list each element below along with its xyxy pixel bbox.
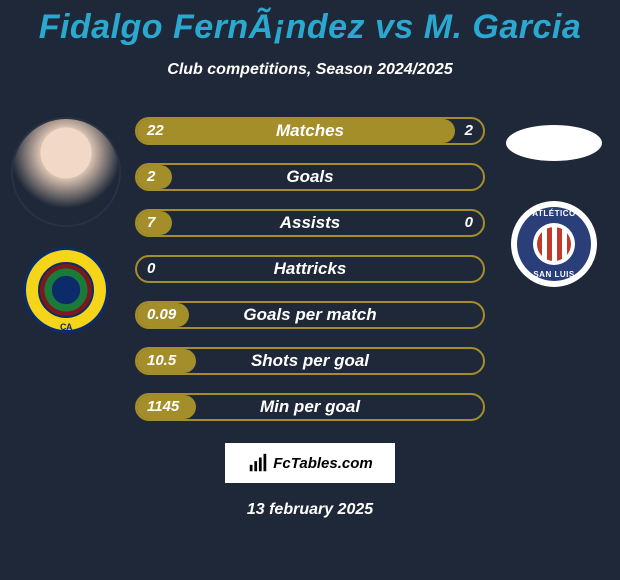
sanluis-text-top: ATLÉTICO: [511, 209, 597, 218]
stat-bars-container: 22Matches22Goals7Assists00Hattricks0.09G…: [135, 117, 485, 421]
club-america-initials: CA: [26, 322, 106, 332]
stat-label: Shots per goal: [135, 347, 485, 375]
sanluis-text-bottom: SAN LUIS: [511, 270, 597, 279]
stat-label: Goals: [135, 163, 485, 191]
stat-label: Hattricks: [135, 255, 485, 283]
stat-label: Matches: [135, 117, 485, 145]
club-america-globe-icon: [38, 262, 94, 318]
footer-brand-text: FcTables.com: [273, 455, 372, 472]
right-club-badge: ATLÉTICO SAN LUIS: [511, 201, 597, 287]
left-club-badge: CA: [23, 247, 109, 333]
bar-chart-icon: [247, 452, 269, 474]
stat-bar-row: 10.5Shots per goal: [135, 347, 485, 375]
stat-label: Assists: [135, 209, 485, 237]
sanluis-stripes-icon: [537, 227, 571, 261]
left-player-column: CA: [6, 117, 126, 333]
stat-bar-row: 1145Min per goal: [135, 393, 485, 421]
stat-bar-row: 0Hattricks: [135, 255, 485, 283]
stat-bar-row: 7Assists0: [135, 209, 485, 237]
page-title: Fidalgo FernÃ¡ndez vs M. Garcia: [0, 0, 620, 47]
stat-bar-row: 2Goals: [135, 163, 485, 191]
comparison-content: CA ATLÉTICO SAN LUIS 22Matches22Goals7As…: [0, 117, 620, 421]
stat-label: Goals per match: [135, 301, 485, 329]
footer-date: 13 february 2025: [0, 501, 620, 519]
page-subtitle: Club competitions, Season 2024/2025: [0, 61, 620, 79]
right-player-column: ATLÉTICO SAN LUIS: [494, 117, 614, 287]
stat-label: Min per goal: [135, 393, 485, 421]
stat-bar-row: 22Matches2: [135, 117, 485, 145]
stat-bar-row: 0.09Goals per match: [135, 301, 485, 329]
footer-brand-logo: FcTables.com: [225, 443, 395, 483]
stat-right-value: 0: [465, 209, 473, 237]
stat-right-value: 2: [465, 117, 473, 145]
left-player-photo: [13, 119, 119, 225]
right-player-photo-placeholder: [506, 125, 602, 161]
